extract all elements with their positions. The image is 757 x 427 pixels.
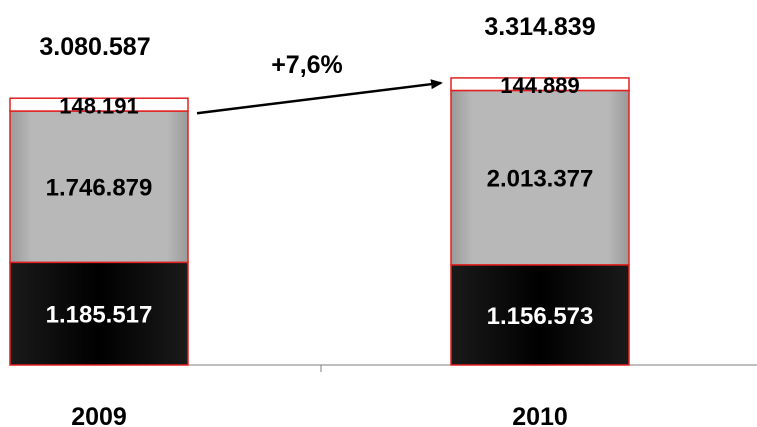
- value-label-segment-bottom-2009: 1.185.517: [46, 302, 153, 329]
- plot-area: 1.185.517 1.746.879 148.191 3.080.587 2009 1.…: [9, 13, 757, 427]
- bar-segment-bottom-2009: [9, 261, 189, 366]
- growth-annotation: +7,6%: [271, 51, 343, 79]
- bar-segment-top-2010: [450, 77, 630, 92]
- value-label-segment-bottom-2010: 1.156.573: [487, 303, 594, 330]
- category-label-2010: 2010: [512, 403, 568, 427]
- total-label-2009: 3.080.587: [39, 33, 150, 61]
- value-label-segment-middle-2010: 2.013.377: [487, 166, 594, 193]
- value-label-segment-middle-2009: 1.746.879: [46, 175, 153, 202]
- category-label-2009: 2009: [71, 403, 127, 427]
- total-label-2010: 3.314.839: [484, 13, 595, 41]
- bar-segment-top-2009: [9, 97, 189, 112]
- value-label-segment-top-2010: 144.889: [500, 73, 580, 98]
- value-label-segment-top-2009: 148.191: [59, 94, 139, 119]
- growth-arrow: [196, 79, 443, 115]
